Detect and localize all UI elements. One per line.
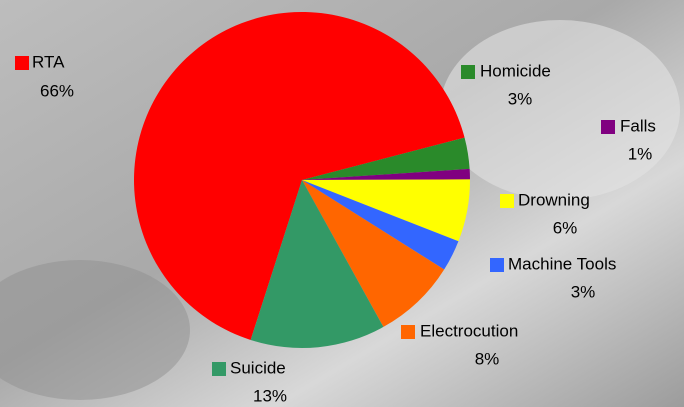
slice-label: Homicide xyxy=(480,61,551,80)
slice-label: Electrocution xyxy=(420,321,518,340)
background-shape xyxy=(440,20,680,200)
pie-slice xyxy=(302,137,470,180)
value-label: 3% xyxy=(508,89,533,108)
legend-swatch xyxy=(500,194,514,208)
legend-swatch xyxy=(461,65,475,79)
slice-label: Suicide xyxy=(230,358,286,377)
value-label: 8% xyxy=(475,349,500,368)
legend-swatch xyxy=(212,362,226,376)
value-label: 6% xyxy=(553,218,578,237)
pie-slice xyxy=(302,180,445,327)
slice-label: Drowning xyxy=(518,190,590,209)
pie-slice xyxy=(302,180,459,270)
value-label: 66% xyxy=(40,81,74,100)
value-label: 13% xyxy=(253,386,287,405)
pie-slice xyxy=(250,180,384,348)
pie-slice xyxy=(302,179,470,242)
background-shape xyxy=(0,260,190,400)
legend-swatch xyxy=(401,325,415,339)
slice-label: Machine Tools xyxy=(508,254,616,273)
slice-label: Falls xyxy=(620,116,656,135)
legend-swatch xyxy=(490,258,504,272)
value-label: 1% xyxy=(628,144,653,163)
legend-swatch xyxy=(15,56,29,70)
pie-slice xyxy=(302,168,470,180)
slice-label: RTA xyxy=(32,52,65,71)
pie-slice xyxy=(133,11,465,340)
value-label: 3% xyxy=(571,282,596,301)
legend-swatch xyxy=(601,120,615,134)
